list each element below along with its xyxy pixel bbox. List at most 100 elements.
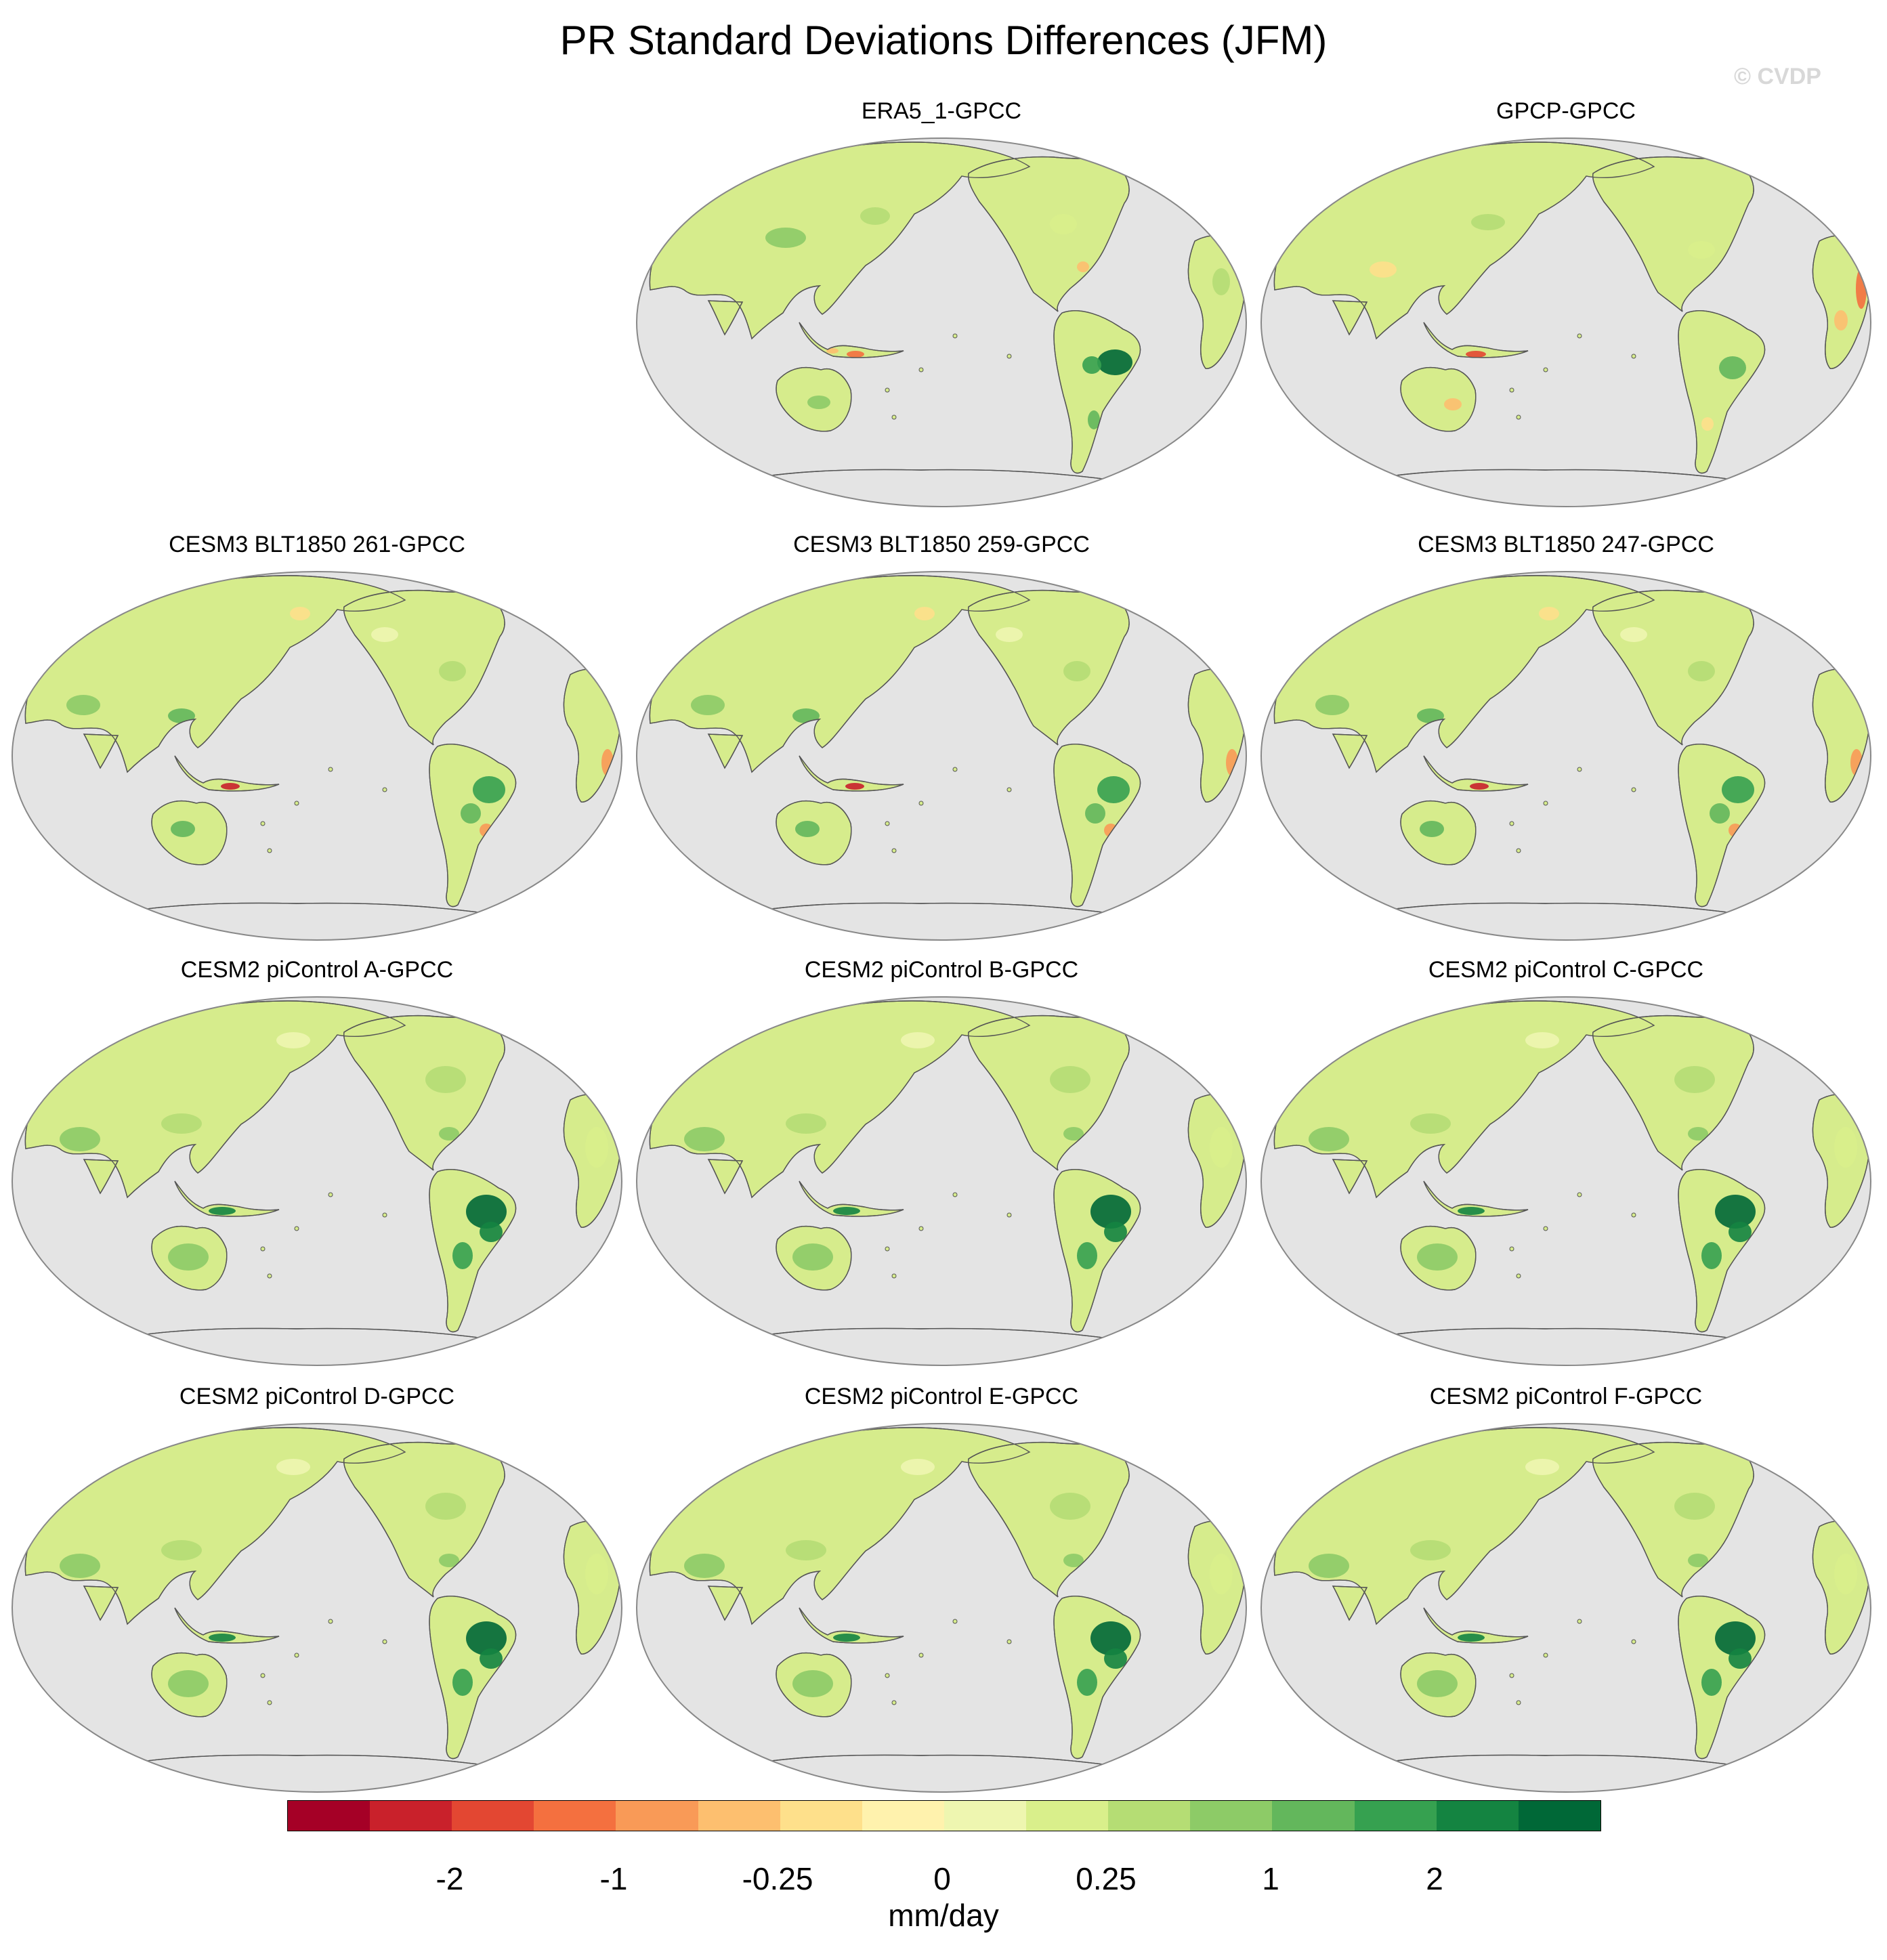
anomaly-patch (1090, 1621, 1131, 1655)
colorbar-tick-label: -0.25 (742, 1861, 813, 1896)
map-panel: CESM2 piControl D-GPCC (5, 1383, 629, 1803)
world-map (636, 571, 1247, 941)
world-map (12, 571, 622, 941)
anomaly-patch (792, 1670, 833, 1697)
anomaly-patch (1085, 803, 1105, 824)
anomaly-patch (209, 1207, 236, 1215)
map-panel: CESM3 BLT1850 247-GPCC (1254, 531, 1878, 951)
anomaly-patch (1212, 268, 1230, 295)
anomaly-patch (901, 1459, 935, 1475)
map-panel: CESM3 BLT1850 259-GPCC (630, 531, 1253, 951)
anomaly-patch (1210, 1554, 1233, 1594)
anomaly-patch (914, 607, 935, 620)
anomaly-patch (1444, 398, 1462, 410)
map-panel: CESM2 piControl B-GPCC (630, 956, 1253, 1376)
colorbar-swatch (287, 1800, 370, 1831)
anomaly-patch (792, 708, 820, 723)
anomaly-patch (168, 1243, 209, 1271)
panel-title: CESM2 piControl F-GPCC (1429, 1384, 1703, 1409)
anomaly-patch (466, 1621, 507, 1655)
anomaly-patch (1710, 803, 1730, 824)
anomaly-patch (1410, 1113, 1451, 1134)
panel-title: CESM2 piControl C-GPCC (1428, 957, 1704, 983)
colorbar-swatch (861, 1800, 944, 1831)
panel-title: CESM2 piControl E-GPCC (804, 1384, 1079, 1409)
anomaly-patch (847, 351, 864, 358)
panel-title: CESM2 piControl B-GPCC (804, 957, 1079, 983)
anomaly-patch (1082, 356, 1101, 374)
anomaly-patch (1688, 1127, 1708, 1141)
anomaly-patch (439, 1127, 459, 1141)
anomaly-patch (691, 695, 725, 715)
anomaly-patch (845, 783, 864, 790)
colorbar-swatch (1107, 1800, 1191, 1831)
anomaly-patch (466, 1195, 507, 1229)
world-map (1260, 137, 1871, 507)
map-panel: CESM2 piControl C-GPCC (1254, 956, 1878, 1376)
colorbar-swatch (1189, 1800, 1273, 1831)
colorbar-tick-label: 2 (1426, 1861, 1443, 1896)
anomaly-patch (1834, 1127, 1857, 1168)
colorbar-swatch (1025, 1800, 1109, 1831)
anomaly-patch (1525, 1459, 1559, 1475)
anomaly-patch (1719, 356, 1746, 379)
map-panel: GPCP-GPCC (1254, 98, 1878, 517)
world-map (636, 996, 1247, 1366)
anomaly-patch (1458, 1634, 1485, 1642)
colorbar-swatch (1435, 1800, 1519, 1831)
anomaly-patch (461, 803, 481, 824)
anomaly-patch (60, 1554, 100, 1578)
anomaly-patch (1729, 1648, 1752, 1669)
colorbar-swatch (1517, 1800, 1600, 1831)
anomaly-patch (826, 348, 839, 354)
colorbar-tick-label: 0.25 (1076, 1861, 1137, 1896)
anomaly-patch (1315, 695, 1349, 715)
world-map (636, 1423, 1247, 1793)
anomaly-patch (795, 821, 820, 837)
anomaly-patch (765, 228, 806, 248)
colorbar-frame (287, 1800, 1601, 1831)
anomaly-patch (171, 821, 195, 837)
map-panel: CESM3 BLT1850 261-GPCC (5, 531, 629, 951)
anomaly-patch (1688, 661, 1715, 681)
panel-title: GPCP-GPCC (1496, 98, 1636, 124)
anomaly-patch (1834, 1554, 1857, 1594)
anomaly-patch (439, 1554, 459, 1567)
anomaly-patch (1210, 1127, 1233, 1168)
figure-title: PR Standard Deviations Differences (JFM) (559, 18, 1328, 63)
anomaly-patch (1458, 1207, 1485, 1215)
anomaly-patch (684, 1554, 725, 1578)
panel-title: CESM3 BLT1850 261-GPCC (169, 532, 465, 557)
world-map (1260, 1423, 1871, 1793)
anomaly-patch (1417, 1670, 1458, 1697)
world-map (12, 996, 622, 1366)
anomaly-patch (585, 1554, 608, 1594)
anomaly-patch (161, 1113, 202, 1134)
anomaly-patch (996, 627, 1023, 642)
anomaly-patch (1097, 776, 1130, 803)
colorbar-swatch (697, 1800, 780, 1831)
colorbar (287, 1800, 1601, 1831)
anomaly-patch (168, 708, 195, 723)
anomaly-patch (161, 1540, 202, 1560)
panel-title: CESM3 BLT1850 247-GPCC (1418, 532, 1714, 557)
panel-title: CESM2 piControl D-GPCC (179, 1384, 455, 1409)
anomaly-patch (371, 627, 398, 642)
anomaly-patch (480, 1222, 503, 1242)
anomaly-patch (1050, 1493, 1090, 1520)
anomaly-patch (1466, 351, 1486, 358)
colorbar-swatch (779, 1800, 862, 1831)
anomaly-patch (1420, 821, 1444, 837)
anomaly-patch (1097, 349, 1132, 375)
anomaly-patch (276, 1032, 310, 1048)
colorbar-tick-label: -2 (436, 1861, 464, 1896)
anomaly-patch (425, 1066, 466, 1093)
anomaly-patch (1715, 1195, 1756, 1229)
colorbar-swatch (533, 1800, 616, 1831)
colorbar-swatch (369, 1800, 452, 1831)
colorbar-tick-label: 0 (933, 1861, 951, 1896)
world-map (636, 137, 1247, 507)
colorbar-swatch (1353, 1800, 1437, 1831)
anomaly-patch (1309, 1127, 1349, 1151)
anomaly-patch (66, 695, 100, 715)
